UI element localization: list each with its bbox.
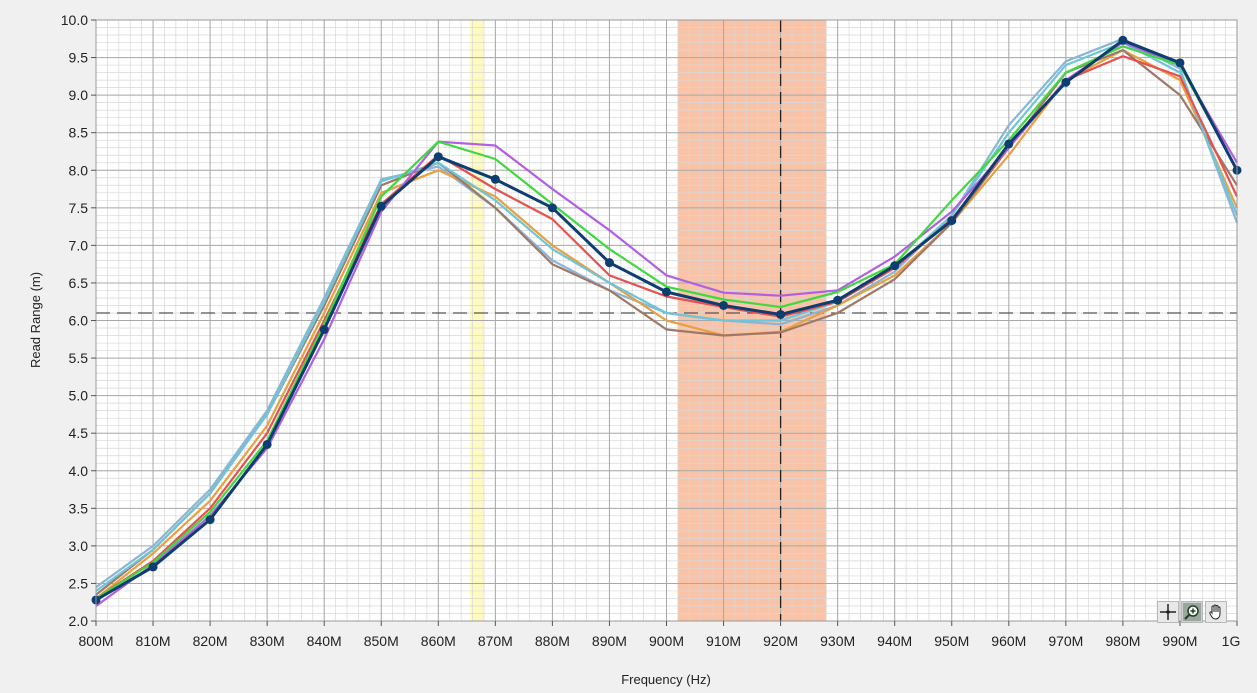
y-tick-label: 2.5 [69,575,89,591]
x-tick-label: 930M [820,633,855,649]
series-point-7 [833,295,843,305]
series-point-7 [662,287,671,297]
x-tick-label: 850M [364,633,399,649]
x-tick-label: 1G [1222,633,1241,649]
series-point-7 [890,261,900,271]
series-point-7 [947,216,957,226]
x-tick-label: 890M [592,633,627,649]
x-tick-label: 820M [193,633,228,649]
x-tick-label: 810M [136,633,171,649]
series-point-7 [319,325,329,335]
y-tick-label: 10.0 [61,12,88,28]
x-tick-label: 960M [991,633,1026,649]
y-tick-label: 9.0 [69,87,89,103]
x-tick-label: 800M [78,633,113,649]
x-tick-label: 990M [1162,633,1197,649]
x-tick-label: 910M [706,633,741,649]
y-tick-label: 7.0 [69,237,89,253]
series-point-7 [205,515,215,525]
y-tick-label: 7.5 [69,200,89,216]
y-tick-label: 5.5 [69,350,89,366]
series-point-7 [776,309,786,319]
series-point-7 [376,201,386,211]
series-point-7 [719,300,729,310]
x-tick-label: 920M [763,633,798,649]
data-series [91,35,1242,607]
y-tick-label: 8.5 [69,125,89,141]
series-point-7 [1175,58,1185,68]
x-tick-label: 830M [250,633,285,649]
series-point-7 [1061,77,1071,87]
x-tick-label: 970M [1048,633,1083,649]
y-tick-label: 3.0 [69,538,89,554]
pan-hand-icon [1209,604,1221,620]
series-point-7 [433,152,443,162]
y-axis-ticks: 2.0 2.5 3.0 3.5 4.0 4.5 5.0 5.5 6.0 6.5 7.0 7.5 8.0 8… [61,12,96,629]
y-tick-label: 2.0 [69,613,89,629]
cursor-tool-button[interactable] [1157,601,1179,623]
x-tick-label: 840M [307,633,342,649]
crosshair-cursor-icon [1160,604,1176,620]
x-tick-label: 860M [421,633,456,649]
y-tick-label: 6.5 [69,275,89,291]
series-point-7 [1118,35,1128,45]
x-tick-label: 880M [535,633,570,649]
y-tick-label: 9.5 [69,50,89,66]
x-axis-ticks: 800M 810M 820M 830M 840M 850M 860M 870M 880M 890M… [78,621,1240,649]
x-tick-label: 950M [934,633,969,649]
series-line-6 [95,45,1238,600]
y-tick-label: 6.0 [69,313,89,329]
y-tick-label: 4.5 [69,425,89,441]
zoom-tool-button[interactable] [1181,601,1203,623]
series-point-7 [148,562,158,572]
x-tick-label: 940M [877,633,912,649]
zoom-icon [1183,603,1201,621]
x-tick-label: 980M [1105,633,1140,649]
series-point-7 [1004,139,1014,149]
y-tick-label: 8.0 [69,162,89,178]
series-point-7 [262,439,272,449]
y-tick-label: 4.0 [69,463,89,479]
pan-tool-button[interactable] [1205,601,1227,623]
x-tick-label: 870M [478,633,513,649]
series-point-7 [604,258,614,268]
x-tick-label: 900M [649,633,684,649]
y-axis-label: Read Range (m) [28,272,43,368]
y-tick-label: 5.0 [69,388,89,404]
series-point-7 [547,203,557,213]
x-axis-label: Frequency (Hz) [621,672,711,687]
series-point-7 [490,174,500,184]
series-line-3 [95,41,1239,592]
y-tick-label: 3.5 [69,500,89,516]
